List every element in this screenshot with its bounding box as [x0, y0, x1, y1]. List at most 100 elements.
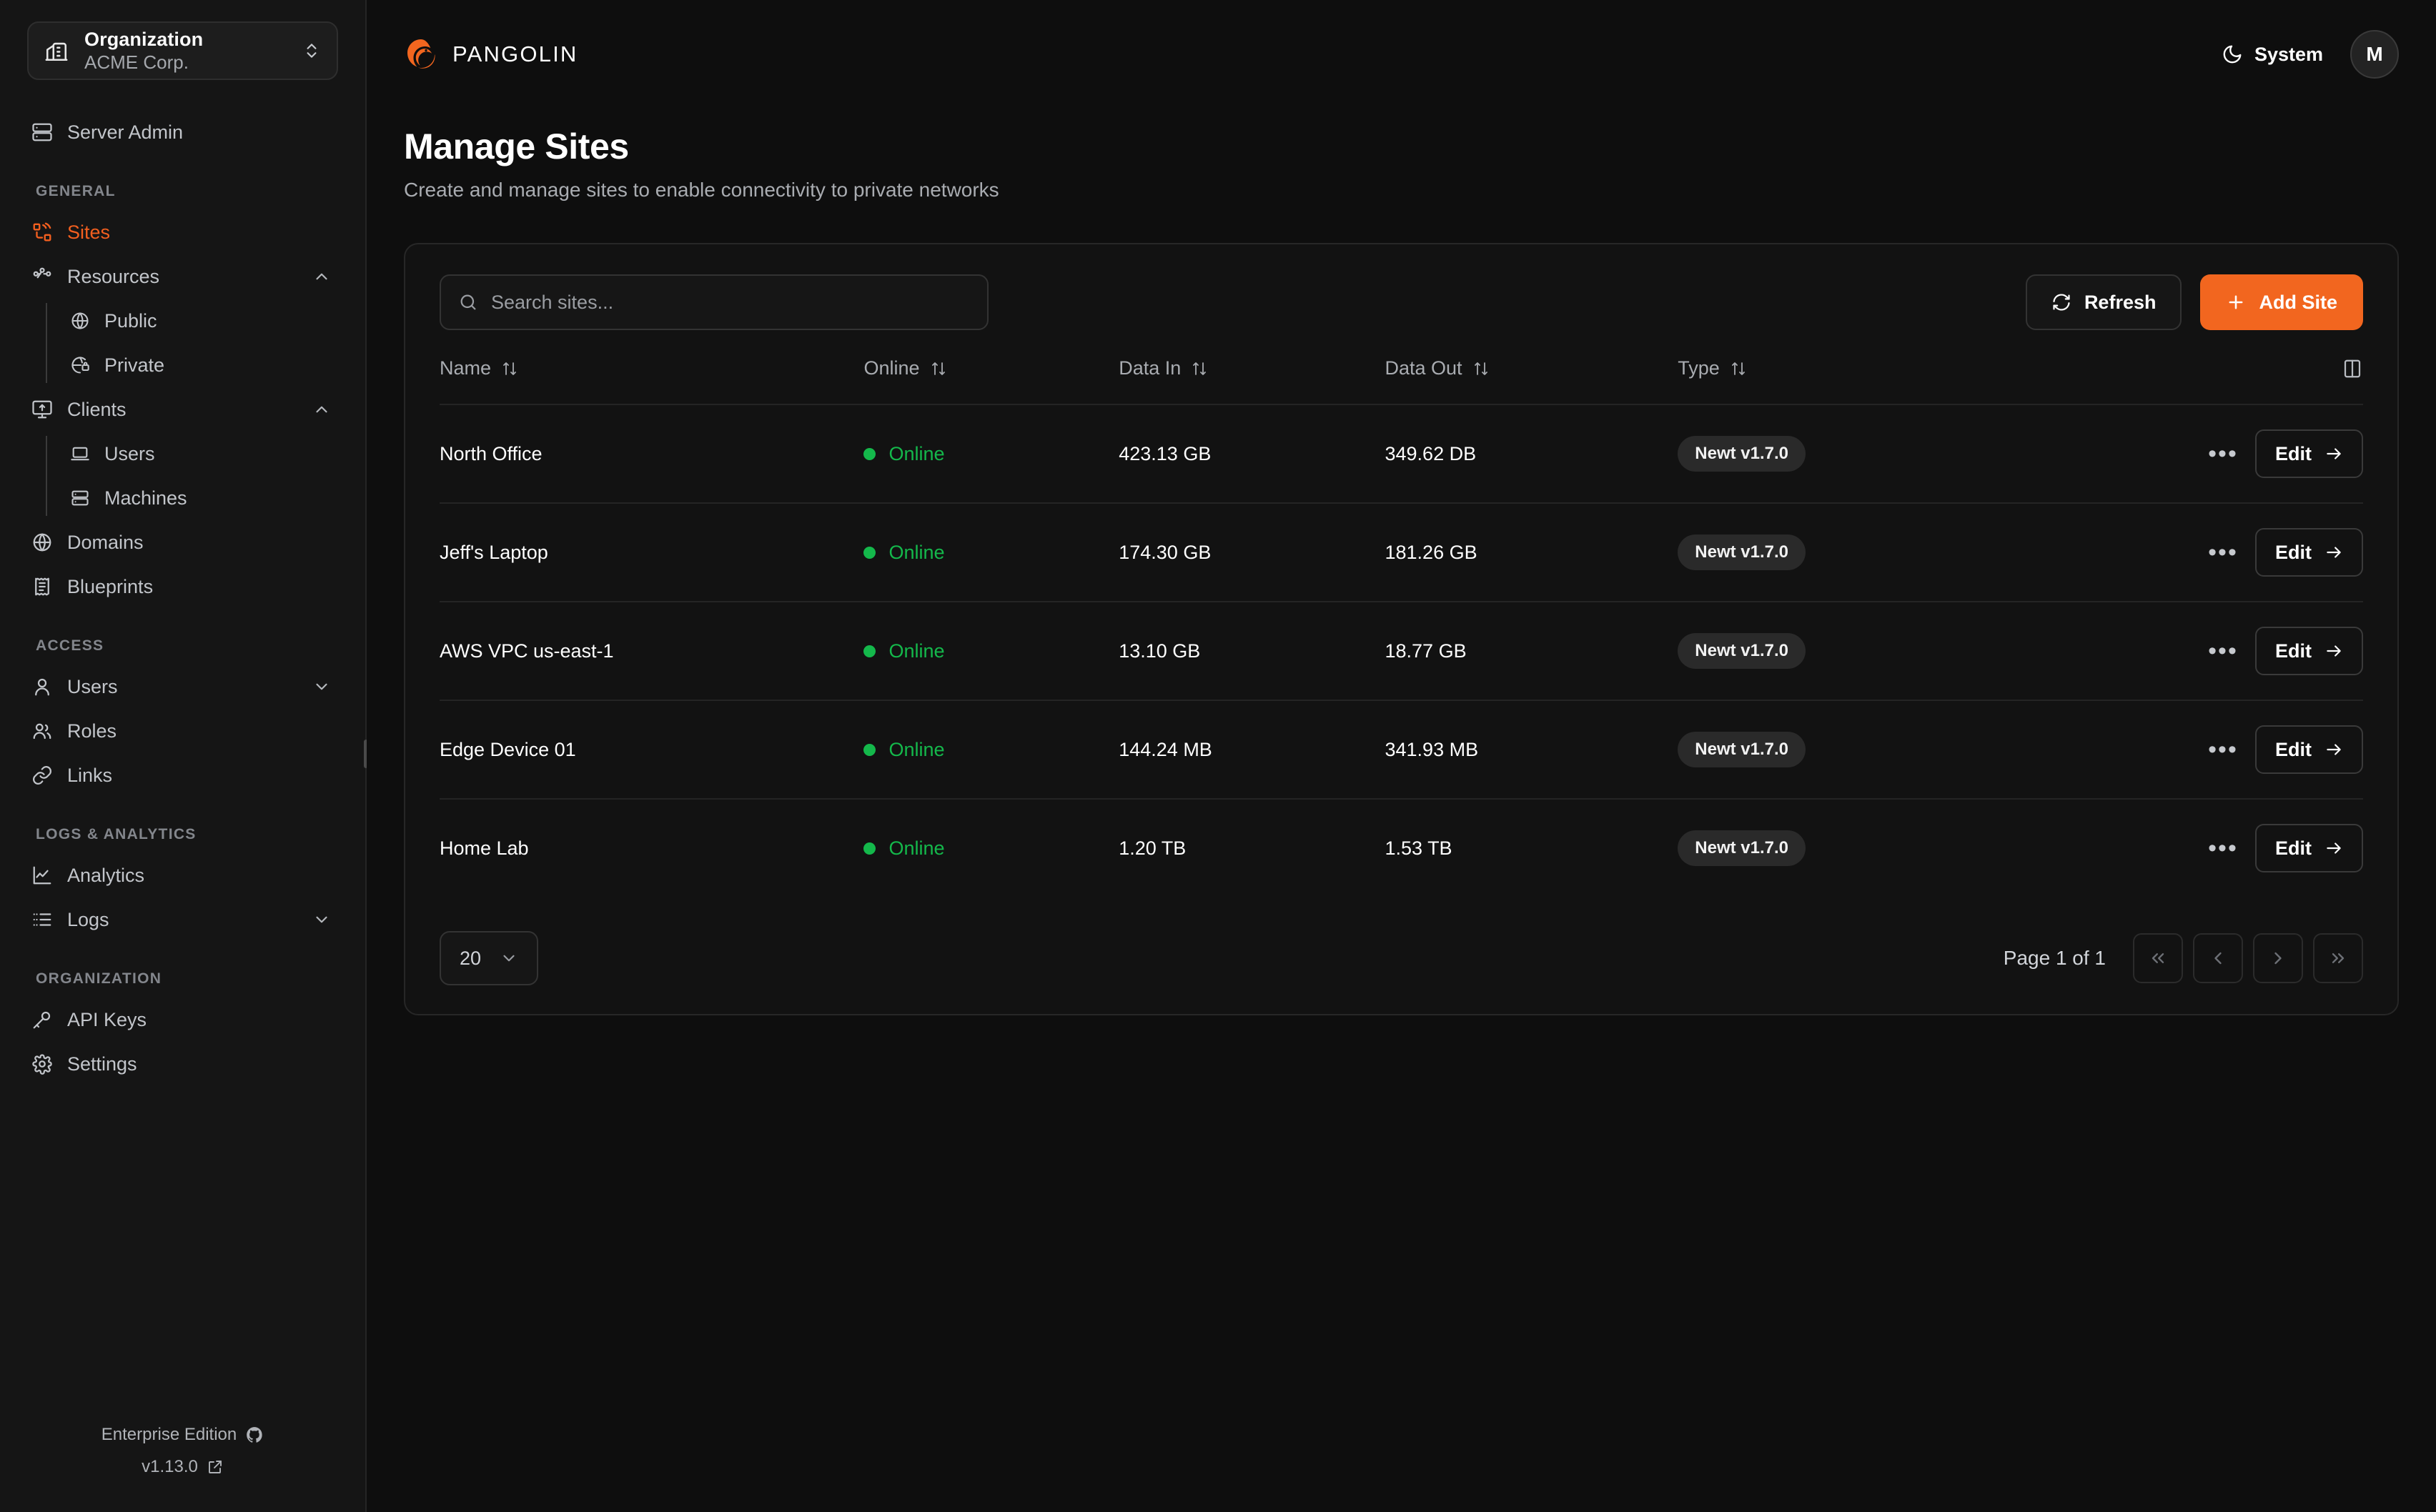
column-settings-header[interactable] — [2201, 357, 2363, 404]
sidebar-item-label: Links — [67, 764, 113, 786]
column-label: Online — [863, 357, 920, 379]
table-row[interactable]: North Office Online 423.13 GB 349.62 DB … — [440, 404, 2363, 503]
sidebar-item-links[interactable]: Links — [27, 753, 338, 797]
table-row[interactable]: AWS VPC us-east-1 Online 13.10 GB 18.77 … — [440, 602, 2363, 700]
sidebar-item-label: Machines — [104, 487, 187, 509]
column-header-type[interactable]: Type — [1678, 357, 2201, 404]
sidebar-nav: Organization ACME Corp. Server Admin — [0, 0, 365, 1418]
version-line[interactable]: v1.13.0 — [27, 1451, 338, 1483]
ellipsis-icon[interactable]: ••• — [2208, 637, 2238, 665]
edit-button[interactable]: Edit — [2255, 725, 2363, 774]
column-header-online[interactable]: Online — [863, 357, 1119, 404]
sort-icon[interactable] — [1191, 360, 1208, 377]
sort-icon[interactable] — [930, 360, 947, 377]
status-badge: Online — [888, 442, 945, 464]
prev-page-button[interactable] — [2193, 933, 2243, 983]
sidebar-section-access: ACCESS — [36, 637, 104, 654]
sidebar-item-roles[interactable]: Roles — [27, 709, 338, 753]
last-page-button[interactable] — [2313, 933, 2363, 983]
brand[interactable]: PANGOLIN — [404, 37, 578, 71]
search-box[interactable] — [440, 274, 989, 330]
column-header-name[interactable]: Name — [440, 357, 863, 404]
add-site-button[interactable]: Add Site — [2200, 274, 2363, 330]
sidebar-item-label: Server Admin — [67, 121, 184, 143]
avatar[interactable]: M — [2350, 30, 2399, 79]
chevron-down-icon[interactable] — [312, 677, 331, 696]
first-page-button[interactable] — [2133, 933, 2183, 983]
columns-icon[interactable] — [2342, 358, 2363, 379]
ellipsis-icon[interactable]: ••• — [2208, 835, 2238, 862]
sort-icon[interactable] — [1730, 360, 1747, 377]
table-row[interactable]: Home Lab Online 1.20 TB 1.53 TB Newt v1.… — [440, 799, 2363, 897]
ellipsis-icon[interactable]: ••• — [2208, 539, 2238, 566]
globe-icon — [70, 311, 90, 331]
plus-icon — [2226, 292, 2246, 312]
column-header-data-out[interactable]: Data Out — [1385, 357, 1678, 404]
edit-label: Edit — [2275, 738, 2312, 760]
sidebar-item-domains[interactable]: Domains — [27, 520, 338, 564]
sidebar-item-public[interactable]: Public — [66, 299, 338, 343]
table-row[interactable]: Jeff's Laptop Online 174.30 GB 181.26 GB… — [440, 503, 2363, 602]
sidebar-item-api-keys[interactable]: API Keys — [27, 998, 338, 1042]
type-badge: Newt v1.7.0 — [1678, 534, 1806, 570]
cell-actions: ••• Edit — [2201, 503, 2363, 602]
next-page-button[interactable] — [2253, 933, 2303, 983]
search-icon — [458, 292, 478, 312]
status-dot — [863, 645, 876, 657]
table-row[interactable]: Edge Device 01 Online 144.24 MB 341.93 M… — [440, 700, 2363, 799]
refresh-label: Refresh — [2084, 291, 2157, 313]
chevron-up-icon[interactable] — [312, 267, 331, 286]
main-content: PANGOLIN System M Manage Sites Create an… — [367, 0, 2436, 1512]
cell-data-out: 341.93 MB — [1385, 738, 1479, 760]
pager: Page 1 of 1 — [2004, 933, 2363, 983]
cell-online: Online — [863, 503, 1119, 602]
sidebar-item-blueprints[interactable]: Blueprints — [27, 564, 338, 609]
edition-line[interactable]: Enterprise Edition — [27, 1418, 338, 1451]
page-indicator: Page 1 of 1 — [2003, 947, 2106, 969]
refresh-button[interactable]: Refresh — [2025, 274, 2182, 330]
org-switcher[interactable]: Organization ACME Corp. — [27, 21, 338, 80]
ellipsis-icon[interactable]: ••• — [2208, 736, 2238, 763]
sidebar-item-label: Public — [104, 309, 157, 332]
sidebar-item-analytics[interactable]: Analytics — [27, 853, 338, 897]
external-link-icon[interactable] — [207, 1458, 224, 1476]
search-input[interactable] — [491, 291, 970, 314]
github-icon[interactable] — [245, 1426, 264, 1444]
edit-button[interactable]: Edit — [2255, 627, 2363, 675]
brand-name: PANGOLIN — [452, 41, 578, 66]
sidebar-item-clients[interactable]: Clients — [27, 387, 338, 432]
chevron-down-icon[interactable] — [312, 910, 331, 929]
column-header-data-in[interactable]: Data In — [1119, 357, 1385, 404]
cell-data-out: 181.26 GB — [1385, 541, 1477, 563]
pagination: 20 Page 1 of 1 — [440, 931, 2363, 985]
sidebar-item-sites[interactable]: Sites — [27, 210, 338, 254]
sidebar-item-users[interactable]: Users — [27, 665, 338, 709]
page-size-select[interactable]: 20 — [440, 931, 539, 985]
sidebar-item-logs[interactable]: Logs — [27, 897, 338, 942]
chevron-down-icon — [500, 949, 518, 968]
edit-button[interactable]: Edit — [2255, 429, 2363, 478]
column-label: Name — [440, 357, 492, 379]
edit-button[interactable]: Edit — [2255, 824, 2363, 872]
chevron-up-icon[interactable] — [312, 400, 331, 419]
sidebar: Organization ACME Corp. Server Admin — [0, 0, 368, 1512]
sidebar-item-private[interactable]: Private — [66, 343, 338, 387]
pangolin-logo — [404, 37, 438, 71]
sidebar-item-server-admin[interactable]: Server Admin — [27, 110, 338, 154]
sidebar-item-resources[interactable]: Resources — [27, 254, 338, 299]
page-header: Manage Sites Create and manage sites to … — [367, 109, 2436, 202]
theme-toggle[interactable]: System — [2222, 44, 2323, 66]
sidebar-resize-handle[interactable] — [364, 740, 368, 768]
sidebar-item-settings[interactable]: Settings — [27, 1042, 338, 1086]
sidebar-item-label: API Keys — [67, 1008, 147, 1030]
sidebar-item-machines[interactable]: Machines — [66, 476, 338, 520]
sort-icon[interactable] — [1472, 360, 1490, 377]
pager-buttons — [2133, 933, 2363, 983]
sidebar-item-users-clients[interactable]: Users — [66, 432, 338, 476]
edit-button[interactable]: Edit — [2255, 528, 2363, 577]
ellipsis-icon[interactable]: ••• — [2208, 440, 2238, 467]
sort-icon[interactable] — [501, 360, 518, 377]
cell-type: Newt v1.7.0 — [1678, 404, 2201, 503]
cell-actions: ••• Edit — [2201, 404, 2363, 503]
